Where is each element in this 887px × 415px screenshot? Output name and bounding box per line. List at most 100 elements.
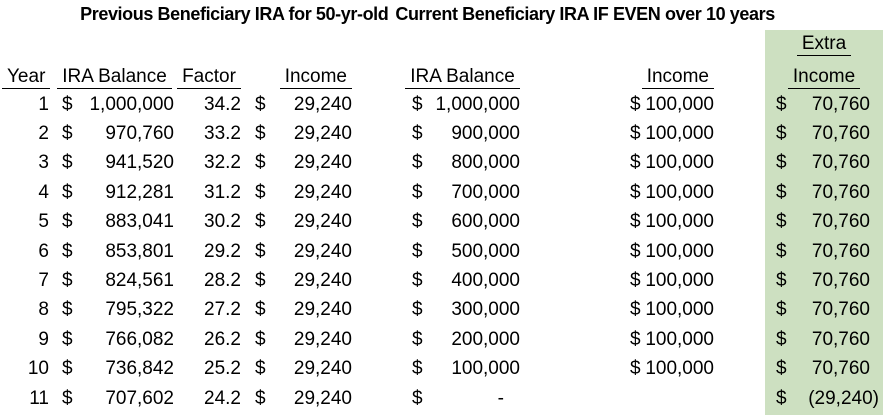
cell-prev-income: $29,240	[244, 211, 352, 233]
cell-extra-income: $70,760	[765, 94, 883, 116]
cell-curr-income-value: 100,000	[645, 152, 714, 174]
extra-income-column-highlight	[765, 30, 883, 415]
cell-curr-income: $100,000	[624, 329, 714, 351]
cell-extra-income: $70,760	[765, 299, 883, 321]
cell-curr-income: $100,000	[624, 270, 714, 292]
page-title: Previous Beneficiary IRA for 50-yr-old Cu…	[65, 4, 790, 25]
cell-extra-income: $70,760	[765, 152, 883, 174]
header-curr-ira-balance: IRA Balance	[405, 66, 520, 89]
cell-curr-ira-balance-value: 200,000	[451, 328, 520, 350]
currency-symbol: $	[62, 328, 73, 350]
cell-year: 8	[38, 299, 49, 321]
currency-symbol: $	[62, 152, 73, 174]
cell-extra-income: $70,760	[765, 211, 883, 233]
table-row: 9 $766,082 26.2 $29,240 $200,000 $100,000 $70,…	[0, 325, 883, 354]
table-row: 6 $853,801 29.2 $29,240 $500,000 $100,000 $70,…	[0, 237, 883, 266]
cell-prev-ira-balance: $970,760	[55, 123, 174, 145]
cell-extra-income-value: 70,760	[811, 181, 870, 203]
currency-symbol: $	[62, 270, 73, 292]
currency-symbol: $	[776, 358, 787, 380]
cell-curr-income: $100,000	[624, 182, 714, 204]
cell-factor: 31.2	[204, 181, 241, 203]
header-year: Year	[0, 66, 55, 89]
table-body: 1 $1,000,000 34.2 $29,240 $1,000,000 $100,000…	[0, 90, 883, 413]
cell-curr-income: $100,000	[624, 358, 714, 380]
cell-prev-income: $29,240	[244, 299, 352, 321]
currency-symbol: $	[776, 270, 787, 292]
currency-symbol: $	[776, 299, 787, 321]
cell-curr-income: $100,000	[624, 94, 714, 116]
currency-symbol: $	[255, 240, 266, 262]
cell-prev-income: $29,240	[244, 182, 352, 204]
currency-symbol: $	[776, 240, 787, 262]
cell-prev-ira-balance: $707,602	[55, 388, 174, 410]
cell-factor: 27.2	[204, 299, 241, 321]
cell-curr-ira-balance: $400,000	[405, 270, 520, 292]
cell-prev-ira-balance: $941,520	[55, 152, 174, 174]
cell-factor: 29.2	[204, 240, 241, 262]
cell-curr-income-value: 100,000	[645, 211, 714, 233]
cell-year: 5	[38, 211, 49, 233]
currency-symbol: $	[255, 152, 266, 174]
cell-extra-income-value: 70,760	[811, 240, 870, 262]
currency-symbol: $	[412, 358, 423, 380]
currency-symbol: $	[412, 181, 423, 203]
cell-prev-income-value: 29,240	[293, 152, 352, 174]
cell-prev-income: $29,240	[244, 329, 352, 351]
cell-extra-income-value: 70,760	[811, 123, 870, 145]
cell-prev-income-value: 29,240	[293, 387, 352, 409]
ira-comparison-table: Year IRA Balance Factor Income IRA Balan…	[0, 60, 883, 413]
cell-prev-income-value: 29,240	[293, 358, 352, 380]
cell-curr-ira-balance: $800,000	[405, 152, 520, 174]
currency-symbol: $	[776, 93, 787, 115]
cell-prev-income-value: 29,240	[293, 181, 352, 203]
currency-symbol: $	[630, 358, 641, 380]
currency-symbol: $	[412, 211, 423, 233]
cell-prev-income: $29,240	[244, 388, 352, 410]
cell-year: 10	[27, 358, 49, 380]
cell-extra-income-value: 70,760	[811, 270, 870, 292]
currency-symbol: $	[412, 123, 423, 145]
title-current-ira: Current Beneficiary IRA IF EVEN over 10 …	[395, 4, 775, 24]
cell-year: 9	[38, 328, 49, 350]
cell-extra-income-value: 70,760	[811, 152, 870, 174]
table-row: 5 $883,041 30.2 $29,240 $600,000 $100,000 $70,…	[0, 208, 883, 237]
cell-curr-ira-balance: $1,000,000	[405, 94, 520, 116]
cell-curr-income-value: 100,000	[645, 240, 714, 262]
cell-prev-income: $29,240	[244, 241, 352, 263]
cell-prev-ira-balance-value: 1,000,000	[89, 93, 174, 115]
cell-prev-income: $29,240	[244, 152, 352, 174]
cell-prev-income: $29,240	[244, 94, 352, 116]
cell-curr-income: $100,000	[624, 241, 714, 263]
currency-symbol: $	[630, 328, 641, 350]
cell-curr-income-value: 100,000	[645, 123, 714, 145]
table-header-row: Year IRA Balance Factor Income IRA Balan…	[0, 60, 883, 90]
header-prev-ira-balance: IRA Balance	[55, 66, 174, 89]
cell-prev-ira-balance: $853,801	[55, 241, 174, 263]
cell-curr-ira-balance-value: -	[497, 387, 504, 409]
cell-prev-ira-balance: $824,561	[55, 270, 174, 292]
cell-prev-ira-balance-value: 970,760	[105, 123, 174, 145]
currency-symbol: $	[255, 181, 266, 203]
cell-factor: 33.2	[204, 123, 241, 145]
cell-factor: 30.2	[204, 211, 241, 233]
cell-curr-income: $100,000	[624, 299, 714, 321]
cell-prev-income-value: 29,240	[293, 93, 352, 115]
currency-symbol: $	[62, 93, 73, 115]
table-row: 4 $912,281 31.2 $29,240 $700,000 $100,000 $70,…	[0, 178, 883, 207]
cell-prev-income-value: 29,240	[293, 270, 352, 292]
cell-prev-ira-balance-value: 912,281	[105, 181, 174, 203]
currency-symbol: $	[255, 93, 266, 115]
currency-symbol: $	[776, 387, 787, 409]
currency-symbol: $	[255, 358, 266, 380]
cell-prev-ira-balance-value: 707,602	[105, 387, 174, 409]
cell-curr-ira-balance-value: 400,000	[451, 270, 520, 292]
currency-symbol: $	[630, 270, 641, 292]
cell-curr-ira-balance: $100,000	[405, 358, 520, 380]
header-curr-income: Income	[624, 66, 714, 89]
cell-extra-income: $70,760	[765, 358, 883, 380]
cell-curr-income: $100,000	[624, 152, 714, 174]
currency-symbol: $	[62, 299, 73, 321]
currency-symbol: $	[255, 387, 266, 409]
currency-symbol: $	[255, 211, 266, 233]
